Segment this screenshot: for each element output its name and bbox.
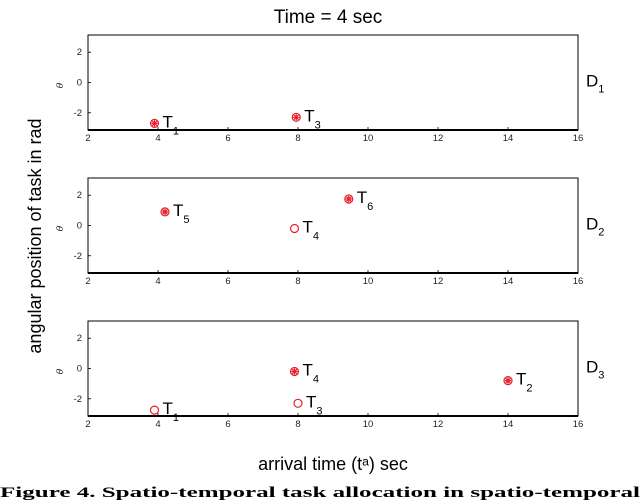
marker-circle xyxy=(289,223,300,234)
x-tick-label: 6 xyxy=(225,419,230,430)
plot-frame xyxy=(87,320,579,417)
x-tick-label: 14 xyxy=(503,419,514,430)
task-label: T3 xyxy=(306,392,323,417)
drone-label: D2 xyxy=(586,215,604,239)
x-tick-label: 8 xyxy=(295,133,300,144)
task-point: T4 xyxy=(289,361,320,386)
y-axis-label: angular position of task in rad xyxy=(25,118,45,353)
marker-circle xyxy=(344,194,354,204)
task-label: T2 xyxy=(516,370,533,395)
task-label: T1 xyxy=(163,112,180,137)
x-tick-label: 4 xyxy=(155,276,160,287)
x-tick-label: 6 xyxy=(225,133,230,144)
task-point: T2 xyxy=(503,370,533,395)
x-tick-label: 2 xyxy=(85,419,90,430)
x-tick-label: 14 xyxy=(503,276,514,287)
y-tick-label: -2 xyxy=(74,394,82,405)
plot-frame xyxy=(87,177,579,274)
x-tick-label: 8 xyxy=(295,419,300,430)
x-tick-label: 2 xyxy=(85,133,90,144)
subplot-2: 2 4 6 8 10 12 14 16 2 0 -2 θ D2 T5 T6 T4 xyxy=(56,177,604,287)
y-tick-label: 0 xyxy=(77,221,82,232)
marker-circle xyxy=(289,366,300,377)
x-axis-label: arrival time (tᵃ) sec xyxy=(258,454,408,474)
x-tick-label: 4 xyxy=(155,133,160,144)
marker-circle xyxy=(149,118,160,128)
task-label: T4 xyxy=(303,361,320,386)
task-label: T1 xyxy=(163,399,180,424)
task-point: T6 xyxy=(344,188,374,213)
marker-circle xyxy=(503,376,513,386)
y-tick-label: -2 xyxy=(74,108,82,119)
x-tick-label: 16 xyxy=(573,133,584,144)
x-tick-label: 10 xyxy=(363,419,374,430)
marker-star xyxy=(293,114,300,121)
x-tick-label: 12 xyxy=(433,419,444,430)
y-tick-label: -2 xyxy=(74,251,82,262)
task-point: T5 xyxy=(160,201,190,226)
x-tick-label: 2 xyxy=(85,276,90,287)
marker-circle xyxy=(160,207,170,217)
marker-star xyxy=(161,208,169,216)
task-label: T5 xyxy=(173,201,190,226)
marker-star xyxy=(345,195,352,203)
x-tick-label: 12 xyxy=(433,276,444,287)
x-tick-label: 4 xyxy=(155,419,160,430)
x-tick-label: 16 xyxy=(573,419,584,430)
x-tick-label: 16 xyxy=(573,276,584,287)
chart-title: Time = 4 sec xyxy=(274,7,383,28)
subplots: 2 4 6 8 10 12 14 16 2 0 -2 θ D1 T1 T3 2 4 6 8 10 12 14 16 2 0 -2 θ… xyxy=(56,34,604,430)
y-tick-label: 2 xyxy=(77,333,82,344)
marker-star xyxy=(151,120,158,127)
y-tick-label: 0 xyxy=(77,78,82,89)
marker-circle xyxy=(293,398,303,408)
plot-frame xyxy=(87,34,579,131)
task-label: T6 xyxy=(357,188,374,213)
task-label: T3 xyxy=(304,106,321,131)
x-tick-label: 6 xyxy=(225,276,230,287)
x-tick-label: 8 xyxy=(295,276,300,287)
subplot-3: 2 4 6 8 10 12 14 16 2 0 -2 θ D3 T4 T2 T1 T3 xyxy=(56,320,604,430)
task-point: T3 xyxy=(291,106,321,131)
marker-circle xyxy=(149,405,160,415)
marker-circle xyxy=(291,112,301,122)
y-tick-label: 2 xyxy=(77,190,82,201)
figure-caption: Figure 4. Spatio-temporal task allocatio… xyxy=(0,485,640,501)
drone-label: D1 xyxy=(586,72,604,96)
subplot-y-label: θ xyxy=(56,82,66,88)
x-tick-label: 12 xyxy=(433,133,444,144)
y-tick-label: 0 xyxy=(77,364,82,375)
task-point: T4 xyxy=(289,218,320,243)
drone-label: D3 xyxy=(586,358,604,382)
subplot-y-label: θ xyxy=(56,225,66,231)
x-tick-label: 10 xyxy=(363,276,374,287)
x-tick-label: 14 xyxy=(503,133,514,144)
subplot-y-label: θ xyxy=(56,368,66,374)
marker-star xyxy=(504,377,512,384)
x-tick-label: 10 xyxy=(363,133,374,144)
y-tick-label: 2 xyxy=(77,47,82,58)
task-label: T4 xyxy=(303,218,320,243)
subplot-1: 2 4 6 8 10 12 14 16 2 0 -2 θ D1 T1 T3 xyxy=(56,34,604,144)
marker-star xyxy=(291,368,298,375)
